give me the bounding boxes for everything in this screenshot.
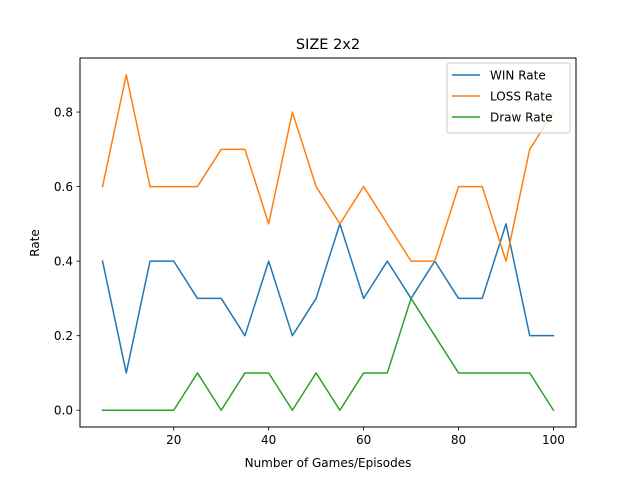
y-axis-label: Rate [28,229,42,257]
x-tick-label: 40 [261,433,276,447]
y-tick-label: 0.2 [54,329,73,343]
y-tick-label: 0.4 [54,255,73,269]
chart-title: SIZE 2x2 [296,37,360,53]
y-tick-label: 0.6 [54,180,73,194]
x-tick-label: 20 [166,433,181,447]
series-line-3 [101,297,555,412]
legend: WIN Rate LOSS Rate Draw Rate [446,62,571,134]
legend-label-2: LOSS Rate [490,90,552,104]
series-layer [101,74,555,412]
x-axis-ticks: 20 40 60 80 100 [166,427,565,447]
plot-frame [79,57,577,428]
y-tick-label: 0.8 [54,106,73,120]
x-tick-label: 80 [451,433,466,447]
legend-label-3: Draw Rate [490,111,553,125]
series-line-1 [101,223,555,374]
legend-box [446,62,571,134]
y-tick-label: 0.0 [54,404,73,418]
y-axis-ticks: 0.0 0.2 0.4 0.6 0.8 [54,106,80,418]
x-tick-label: 100 [542,433,565,447]
x-tick-label: 60 [356,433,371,447]
series-line-2 [101,74,555,262]
x-axis-label: Number of Games/Episodes [245,456,412,470]
legend-label-1: WIN Rate [490,69,546,83]
